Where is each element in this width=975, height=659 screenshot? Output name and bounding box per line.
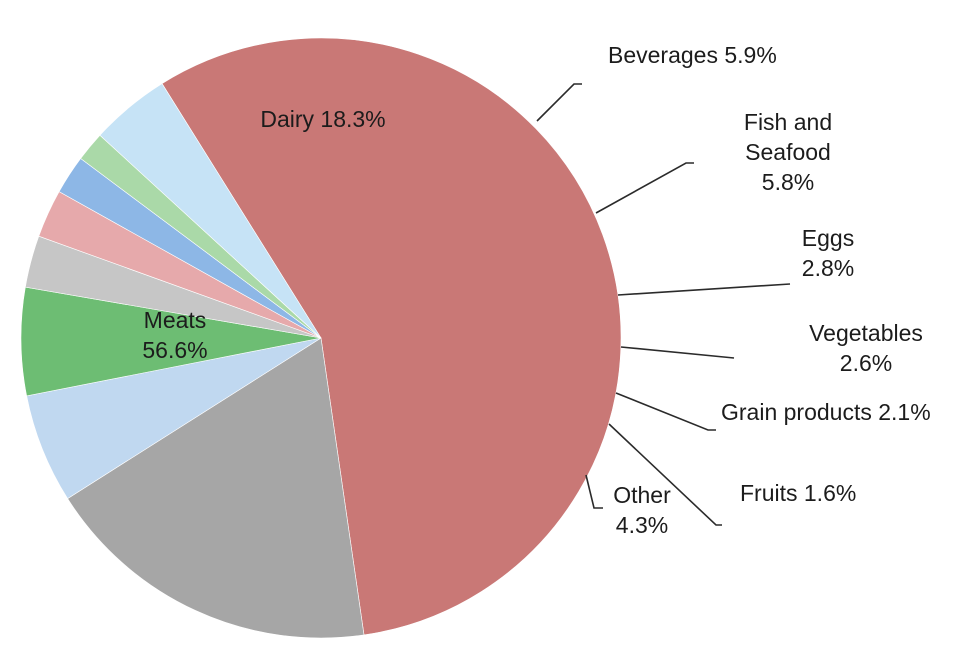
data-label-dairy: Dairy 18.3% bbox=[260, 106, 385, 132]
leader-line-fish-and-seafood bbox=[595, 162, 694, 214]
data-label-other: Other 4.3% bbox=[613, 482, 671, 538]
leader-line-fruits bbox=[608, 423, 722, 526]
leader-line-beverages bbox=[536, 83, 582, 122]
data-label-fish-and-seafood: Fish and Seafood 5.8% bbox=[744, 109, 832, 195]
data-label-meats: Meats 56.6% bbox=[142, 307, 207, 363]
data-label-fruits: Fruits 1.6% bbox=[740, 480, 856, 506]
data-label-grain-products: Grain products 2.1% bbox=[721, 399, 931, 425]
leader-line-vegetables bbox=[620, 346, 735, 359]
data-label-vegetables: Vegetables 2.6% bbox=[809, 320, 923, 376]
slice-other bbox=[99, 83, 322, 339]
slice-meats bbox=[161, 37, 622, 636]
leader-line-grain-products bbox=[615, 392, 716, 431]
leader-line-other bbox=[585, 474, 603, 509]
data-label-eggs: Eggs 2.8% bbox=[802, 225, 854, 281]
leader-line-eggs bbox=[617, 283, 791, 296]
data-label-beverages: Beverages 5.9% bbox=[608, 42, 777, 68]
slice-dairy bbox=[67, 337, 365, 639]
